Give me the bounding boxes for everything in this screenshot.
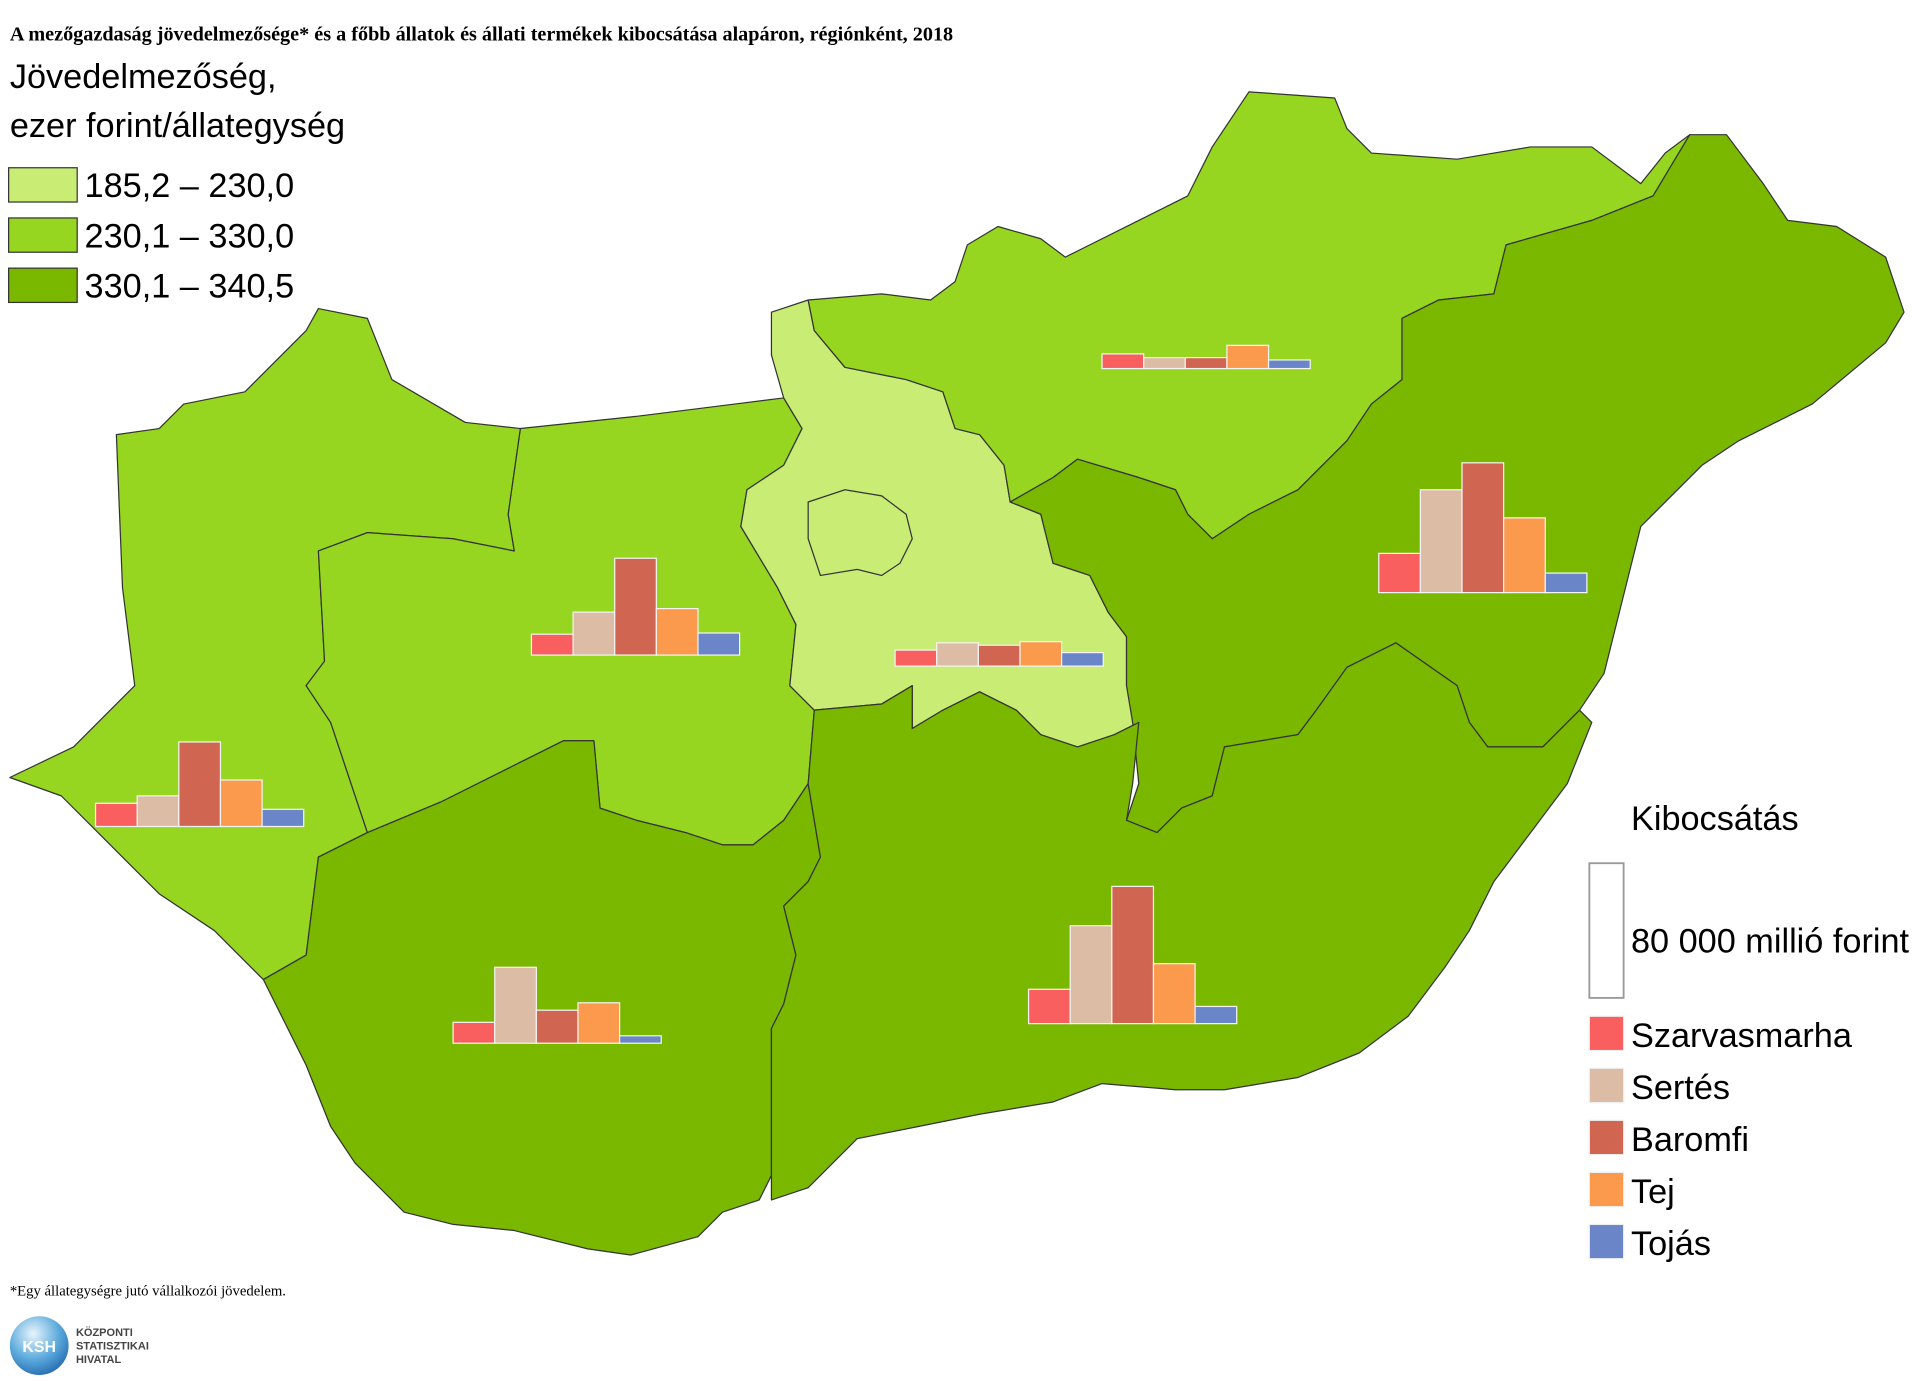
legend-label: Baromfi (1631, 1121, 1749, 1159)
bar (1143, 356, 1186, 370)
capital-outline (807, 489, 913, 577)
bar (1226, 344, 1270, 370)
bar (614, 557, 657, 656)
legend-label: Tojás (1631, 1225, 1711, 1263)
scale-bar (1588, 862, 1625, 999)
bar (1194, 1005, 1238, 1025)
bar (697, 632, 741, 656)
bar (1378, 552, 1421, 594)
bar (1267, 359, 1311, 370)
logo-mark (9, 1316, 69, 1376)
logo-text: KÖZPONTI (76, 1326, 133, 1339)
legend-swatch (1588, 1067, 1625, 1104)
bar (894, 649, 938, 667)
legend-swatch (1588, 1223, 1625, 1260)
bar (655, 607, 699, 656)
legend-label: 330,1 – 340,5 (85, 268, 295, 306)
scale-label: 80 000 millió forint (1631, 923, 1910, 961)
bar-legend-title: Kibocsátás (1631, 800, 1799, 838)
logo: KSH KÖZPONTI STATISZTIKAI HIVATAL (9, 1316, 149, 1376)
bar (1061, 652, 1104, 667)
bar (1461, 462, 1505, 594)
legend-swatch (8, 267, 78, 304)
legend-title: Jövedelmezőség, (10, 58, 277, 96)
bar (936, 642, 979, 667)
bar (1544, 572, 1588, 594)
region-area (1009, 134, 1905, 834)
legend-swatch (1588, 1015, 1625, 1052)
bar (261, 808, 305, 828)
bar (618, 1035, 662, 1044)
bar (94, 802, 138, 828)
logo-abbr: KSH (22, 1339, 56, 1356)
bar (530, 633, 574, 656)
bar (1152, 963, 1196, 1025)
bar (1419, 489, 1463, 594)
legend-title: ezer forint/állategység (10, 107, 345, 145)
bar (452, 1021, 496, 1044)
bar (136, 795, 180, 828)
bar (1101, 353, 1145, 370)
bar (178, 741, 222, 828)
logo-text: HIVATAL (76, 1354, 121, 1366)
legend-swatch (1588, 1119, 1625, 1156)
region-area (770, 642, 1593, 1201)
legend-label: Szarvasmarha (1631, 1017, 1853, 1055)
legend-label: 185,2 – 230,0 (85, 167, 295, 205)
bar (1111, 885, 1155, 1025)
bar (219, 779, 263, 828)
bar (977, 644, 1021, 667)
bar (577, 1002, 621, 1044)
legend-label: Sertés (1631, 1069, 1730, 1107)
bar (1069, 925, 1113, 1025)
bar (535, 1009, 579, 1044)
bar (1019, 641, 1063, 667)
logo-text: STATISZTIKAI (76, 1340, 149, 1352)
legend-label: Tej (1631, 1173, 1675, 1211)
bar (1184, 356, 1228, 370)
bar (1503, 517, 1546, 594)
title: A mezőgazdaság jövedelmezősége* és a főb… (10, 23, 953, 45)
legend-label: 230,1 – 330,0 (85, 217, 295, 255)
legend-swatch (1588, 1171, 1625, 1208)
legend-swatch (8, 217, 78, 253)
bar (494, 966, 537, 1044)
bar (1027, 988, 1071, 1025)
legend-swatch (8, 167, 78, 203)
footnote: *Egy állategységre jutó vállalkozói jöve… (10, 1283, 286, 1299)
bar (572, 611, 616, 656)
